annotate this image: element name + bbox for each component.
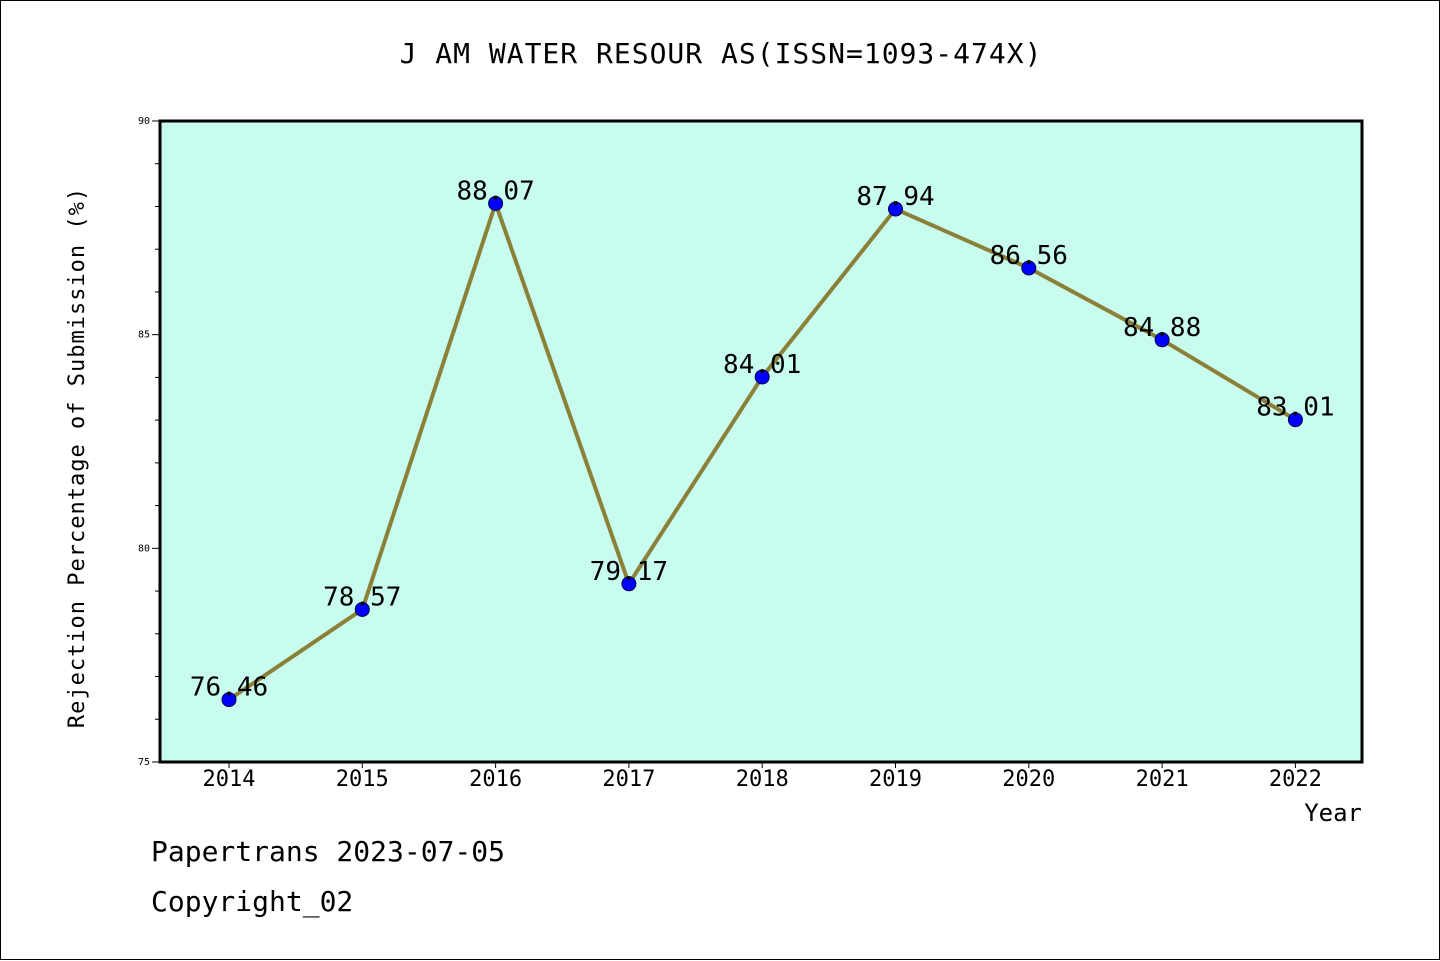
- footer-date: Papertrans 2023-07-05: [151, 835, 506, 868]
- data-label: 86.56: [990, 241, 1068, 271]
- x-tick-label: 2022: [1269, 767, 1322, 792]
- data-point: [1154, 332, 1170, 348]
- y-axis: 75 80 85 90: [138, 116, 160, 768]
- x-tick-label: 2019: [869, 767, 922, 792]
- y-axis-label: Rejection Percentage of Submission (%): [65, 187, 90, 728]
- data-point: [221, 692, 237, 708]
- y-tick-label: 85: [138, 330, 150, 341]
- data-point: [488, 195, 504, 211]
- data-point: [754, 369, 770, 385]
- data-point: [354, 601, 370, 617]
- x-tick-label: 2018: [736, 767, 789, 792]
- data-label: 87.94: [856, 182, 934, 212]
- x-tick-label: 2016: [469, 767, 522, 792]
- data-label: 84.01: [723, 350, 801, 380]
- x-axis-label: Year: [1304, 799, 1362, 827]
- y-tick-label: 80: [138, 543, 150, 554]
- footer-copyright: Copyright_02: [151, 885, 354, 918]
- data-point: [1021, 260, 1037, 276]
- data-point: [621, 576, 637, 592]
- y-tick-label: 90: [138, 116, 150, 127]
- data-label: 76.46: [190, 673, 268, 703]
- x-tick-label: 2015: [336, 767, 389, 792]
- data-label: 88.07: [456, 176, 534, 206]
- x-tick-label: 2014: [203, 767, 256, 792]
- data-label: 83.01: [1256, 393, 1334, 423]
- y-tick-label: 75: [138, 757, 150, 768]
- plot-area: [158, 119, 1364, 764]
- data-label: 84.88: [1123, 313, 1201, 343]
- chart-title: J AM WATER RESOUR AS(ISSN=1093-474X): [399, 37, 1043, 70]
- x-tick-label: 2017: [602, 767, 655, 792]
- data-point: [888, 201, 903, 217]
- data-label: 78.57: [323, 582, 401, 612]
- x-tick-label: 2021: [1136, 767, 1189, 792]
- data-point: [1287, 412, 1303, 428]
- x-tick-label: 2020: [1002, 767, 1055, 792]
- data-labels: 76.46 78.57 88.07 79.17 84.01 87.94 86.56 84.88…: [190, 176, 1335, 702]
- data-label: 79.17: [590, 557, 668, 587]
- x-axis: 2014 2015 2016 2017 2018 2019 2020 2021 2022: [203, 762, 1322, 792]
- data-points: [221, 195, 1303, 708]
